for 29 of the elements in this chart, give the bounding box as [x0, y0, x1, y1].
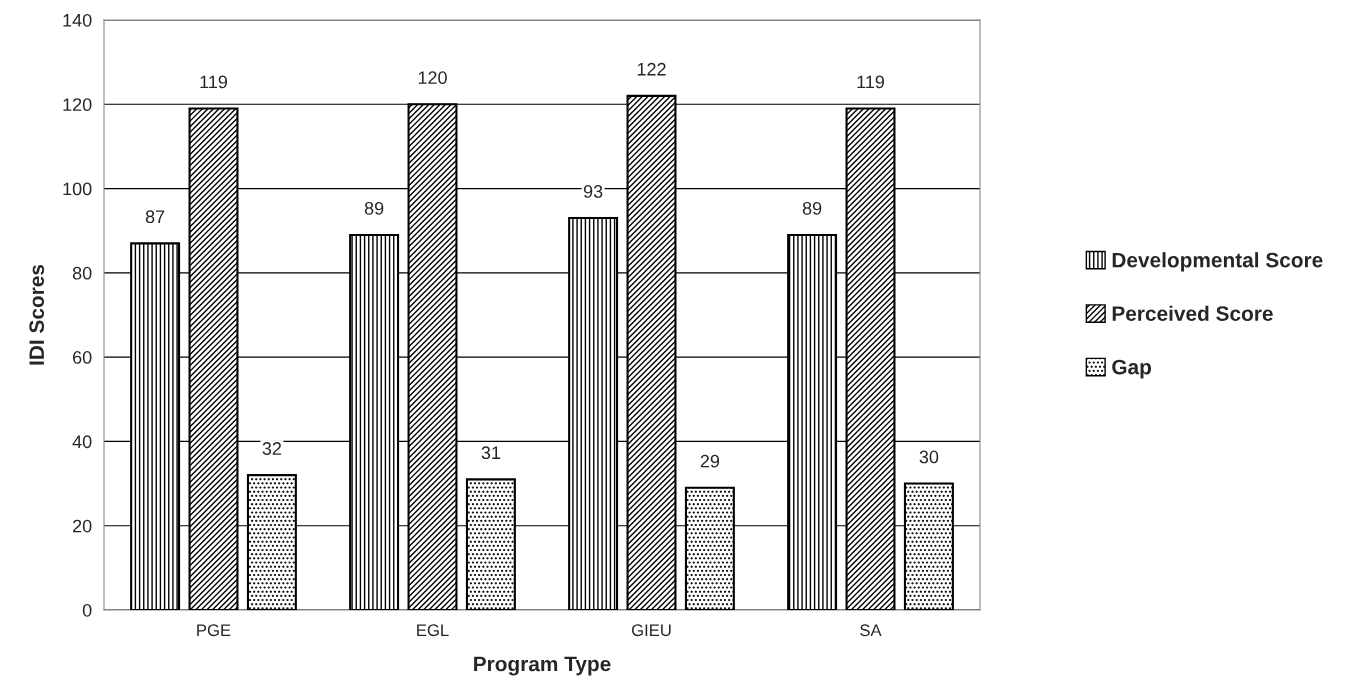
- data-label: 120: [418, 71, 447, 85]
- x-tick-label: SA: [860, 624, 882, 637]
- data-label: 32: [262, 442, 282, 455]
- data-label: 30: [919, 450, 939, 464]
- x-tick-label: GIEU: [631, 624, 671, 637]
- data-label: 31: [481, 446, 501, 460]
- x-axis-title: Program Type: [474, 656, 611, 676]
- y-tick-label: 120: [63, 98, 92, 112]
- y-tick-label: 140: [63, 13, 92, 27]
- y-tick-label: 40: [72, 435, 92, 449]
- y-tick-label: 80: [72, 266, 92, 280]
- data-label: 122: [637, 62, 666, 76]
- legend-label: Gap: [1112, 359, 1152, 379]
- data-label: 93: [583, 185, 603, 198]
- data-label: 89: [364, 201, 384, 215]
- data-label: 119: [200, 75, 228, 89]
- y-tick-label: 60: [73, 351, 92, 364]
- y-tick-label: 100: [63, 182, 92, 196]
- legend-label: Developmental Score: [1112, 252, 1323, 272]
- y-axis-title: IDI Scores: [29, 264, 45, 365]
- x-tick-label: EGL: [417, 624, 449, 637]
- data-label: 89: [802, 201, 822, 215]
- data-label: 119: [857, 75, 885, 89]
- legend-label: Perceived Score: [1112, 305, 1273, 321]
- x-tick-label: PGE: [197, 624, 231, 637]
- y-tick-label: 0: [82, 603, 92, 617]
- data-label: 29: [700, 454, 720, 468]
- y-tick-label: 20: [73, 519, 92, 533]
- data-label: 87: [145, 210, 165, 224]
